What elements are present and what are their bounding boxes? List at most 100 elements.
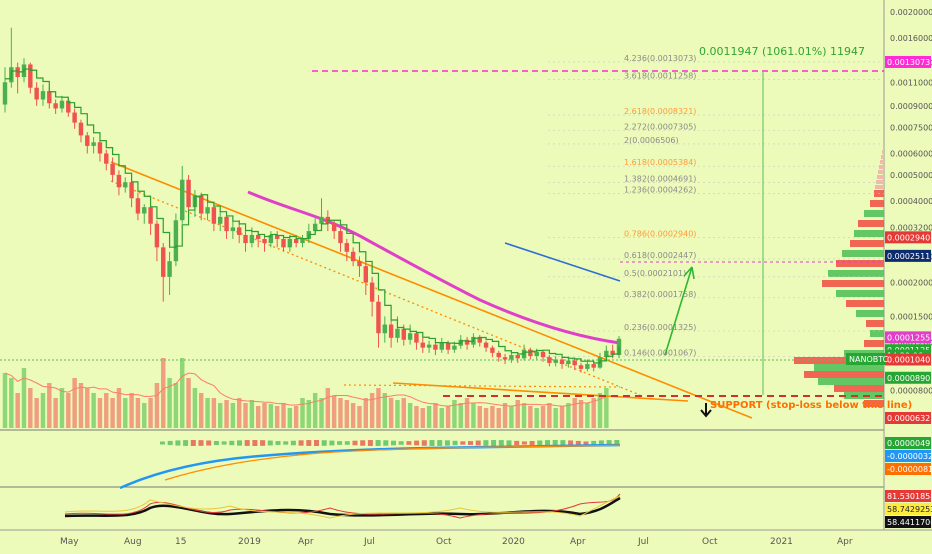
volume-bar: [585, 403, 590, 428]
volume-profile-bar: [880, 160, 884, 164]
volume-bar: [129, 393, 134, 428]
candle-body: [496, 352, 501, 358]
candle-body: [78, 122, 84, 136]
price-tick-label: 0.0020000: [890, 8, 932, 17]
osc1-histogram-bar: [183, 440, 189, 446]
volume-bar: [376, 388, 381, 428]
volume-bar: [218, 403, 223, 428]
osc1-macd-line: [164, 444, 621, 481]
volume-bar: [331, 396, 337, 428]
volume-bar: [167, 378, 172, 428]
osc1-label-text: -0.0000032: [887, 452, 932, 461]
volume-profile-bar: [858, 220, 884, 227]
osc1-histogram-bar: [429, 440, 435, 446]
osc2-main-line: [64, 496, 621, 518]
osc1-histogram-bar: [391, 440, 396, 446]
fib-level-label: 2.618(0.0008321): [624, 107, 696, 116]
candle-body: [154, 223, 160, 248]
candle-body: [331, 223, 337, 232]
volume-profile-bar: [818, 378, 884, 385]
candle-body: [433, 344, 438, 350]
time-axis-ticks: May Aug 15 2019 Apr Jul Oct 2020 Apr Jul Oct 2021 Ap…: [60, 537, 853, 547]
volume-bar: [249, 400, 255, 428]
fib-level-label: 0.5(0.0002101): [624, 269, 686, 278]
volume-bar: [236, 398, 242, 428]
volume-bar: [407, 403, 413, 428]
volume-profile-bar: [854, 230, 884, 237]
candle-body: [540, 351, 546, 358]
volume-profile-bar: [836, 290, 884, 297]
osc1-histogram-bar: [275, 441, 281, 445]
volume-bar: [116, 388, 122, 428]
candle-body: [395, 328, 400, 338]
volume-bar: [490, 406, 495, 428]
volume-bar: [186, 378, 191, 428]
price-label-text: 0.0000890: [887, 374, 930, 383]
price-tick-label: 0.0011000: [890, 78, 932, 87]
blue-trend-line: [504, 242, 621, 282]
candle-body: [414, 333, 419, 343]
fib-level-label: 0.618(0.0002447): [624, 251, 696, 260]
volume-bar: [142, 403, 147, 428]
candle-body: [224, 216, 229, 232]
volume-bar: [578, 400, 584, 428]
price-label-bg: [885, 371, 931, 384]
measure-label: 0.0011947 (1061.01%) 11947: [699, 45, 865, 58]
osc2-label-text: 58.7429253: [887, 505, 932, 514]
candle-body: [559, 359, 565, 365]
osc1-histogram-bar: [252, 440, 258, 446]
volume-bar: [591, 398, 596, 428]
osc1-histogram-bar: [568, 440, 574, 446]
volume-profile-bar: [866, 320, 884, 327]
volume-profile-bar: [822, 280, 884, 287]
volume-bar: [211, 398, 217, 428]
oscillator-panel-1: [119, 440, 621, 490]
volume-bar: [173, 383, 179, 428]
osc1-label-text: -0.0000081: [887, 465, 932, 474]
time-tick-label: Jul: [637, 537, 649, 547]
volume-profile-bar: [850, 240, 884, 247]
volume-profile-bar: [864, 340, 884, 347]
osc1-histogram-bar: [460, 441, 466, 445]
fib-level-label: 2.272(0.0007305): [624, 122, 696, 131]
volume-bar: [180, 358, 185, 428]
symbol-tag: NANOBTC: [846, 353, 889, 365]
volume-bars: [2, 358, 609, 428]
volume-bar: [414, 406, 419, 428]
time-tick-label: 15: [175, 537, 186, 547]
osc1-histogram-bar: [244, 440, 250, 446]
osc2-label-bg: [885, 490, 931, 502]
volume-bar: [559, 406, 565, 428]
candle-body: [610, 350, 615, 356]
price-label-text: 0.0001255: [887, 333, 930, 342]
osc1-histogram-bar: [437, 440, 443, 446]
volume-profile-bar: [834, 385, 884, 392]
osc1-histogram-bar: [321, 440, 327, 446]
volume-profile-bar: [836, 260, 884, 267]
stepline-indicator: [5, 68, 620, 364]
candle-body: [262, 238, 267, 244]
price-tick-label: 0.0000800: [890, 386, 932, 395]
candle-body: [123, 182, 128, 188]
osc2-fast-line: [64, 493, 621, 519]
time-tick-label: 2020: [502, 537, 525, 547]
osc1-histogram-bar: [298, 440, 304, 446]
volume-bar: [85, 388, 90, 428]
volume-bar: [28, 388, 33, 428]
osc1-histogram-bar: [583, 441, 589, 445]
volume-profile-bar: [794, 357, 884, 364]
volume-bar: [192, 388, 198, 428]
candle-body: [211, 207, 217, 224]
volume-bar: [597, 393, 603, 428]
candle-body: [338, 231, 343, 244]
price-tick-label: 0.0004000: [890, 197, 932, 206]
price-tick-label: 0.0016000: [890, 34, 932, 43]
osc2-label-text: 58.4411706: [887, 518, 932, 527]
osc1-histogram-bar: [290, 440, 296, 446]
fib-level-label: 1.618(0.0005384): [624, 158, 696, 167]
price-label-bg: [885, 249, 931, 262]
candle-body: [445, 342, 451, 350]
volume-profile-bar: [814, 364, 884, 371]
volume-bar: [97, 398, 103, 428]
volume-bar: [319, 398, 324, 428]
